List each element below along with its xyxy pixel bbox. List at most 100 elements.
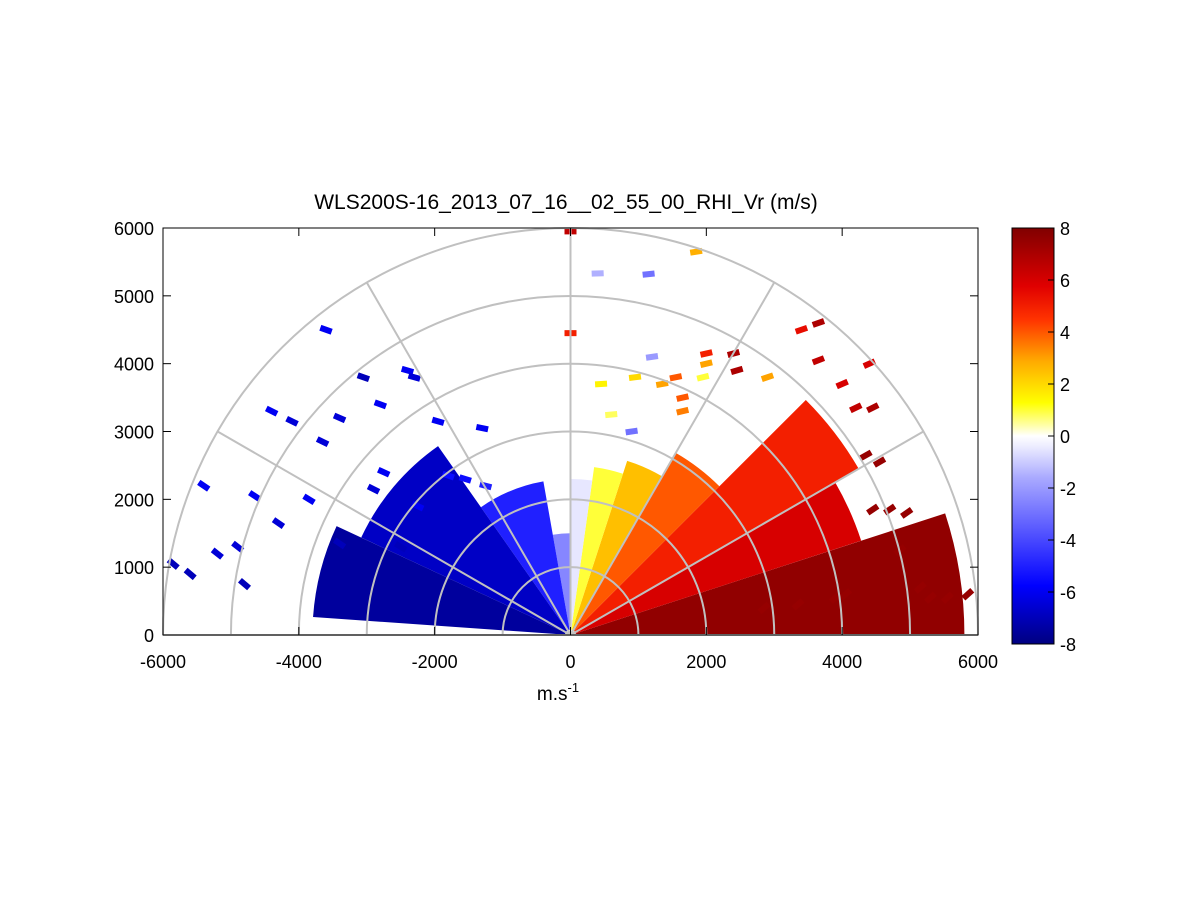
x-tick-label-0: -6000 [140, 652, 186, 672]
colorbar-tick-label-8: 8 [1060, 219, 1070, 239]
echo-point-56 [859, 449, 873, 461]
azimuth-spoke-150 [217, 430, 571, 636]
x-tick-label-4: 2000 [686, 652, 726, 672]
echo-point-32 [642, 270, 655, 278]
echo-point-67 [839, 588, 853, 601]
x-axis-ticks: -6000 -4000 -2000 0 2000 4000 6000 [140, 228, 998, 672]
echo-point-60 [900, 507, 914, 519]
echo-point-63 [923, 591, 937, 604]
echo-point-40 [669, 373, 683, 382]
colorbar-tick-label-3: -2 [1060, 479, 1076, 499]
echo-point-3 [210, 547, 224, 560]
velocity-sector-10 [313, 526, 566, 635]
echo-point-12 [319, 324, 333, 335]
echo-point-1 [183, 567, 197, 581]
echo-point-28 [366, 483, 381, 495]
echo-point-68 [791, 598, 805, 611]
x-tick-label-1: -4000 [276, 652, 322, 672]
colorbar-tick-label-4: 0 [1060, 427, 1070, 447]
echo-point-35 [605, 411, 618, 419]
echo-point-57 [872, 456, 887, 468]
echo-point-45 [699, 349, 713, 358]
echo-point-49 [794, 324, 809, 335]
echo-point-69 [757, 601, 771, 615]
x-tick-label-2: -2000 [412, 652, 458, 672]
x-axis-label: m.s-1 [537, 680, 579, 705]
x-axis-label-text: m.s [537, 684, 568, 705]
echo-point-14 [332, 537, 347, 550]
echo-point-37 [645, 353, 659, 361]
echo-point-43 [696, 372, 710, 382]
y-tick-label-5: 5000 [114, 287, 154, 307]
colorbar-tick-label-6: 4 [1060, 323, 1070, 343]
y-tick-label-1: 1000 [114, 558, 154, 578]
velocity-sector-0 [575, 513, 965, 635]
echo-point-36 [628, 373, 642, 381]
echo-point-47 [730, 365, 744, 375]
velocity-sector-6 [570, 478, 593, 630]
y-tick-label-6: 6000 [114, 219, 154, 239]
echo-point-65 [961, 588, 975, 601]
echo-point-64 [940, 591, 954, 604]
echo-point-41 [676, 393, 690, 402]
velocity-sector-3 [573, 452, 720, 632]
echo-point-13 [332, 412, 347, 424]
echo-point-15 [356, 372, 371, 383]
echo-point-17 [377, 466, 391, 478]
echo-point-53 [849, 402, 863, 414]
polar-grid [162, 227, 979, 636]
azimuth-spoke-30 [570, 430, 924, 636]
echo-point-5 [237, 577, 252, 591]
echo-point-48 [760, 372, 775, 382]
x-tick-label-3: 0 [565, 652, 575, 672]
echo-point-58 [866, 503, 880, 516]
echo-point-62 [913, 581, 927, 594]
echo-point-50 [811, 318, 826, 328]
x-tick-label-5: 4000 [822, 652, 862, 672]
echo-point-11 [315, 436, 330, 448]
velocity-sector-7 [552, 533, 571, 630]
colorbar-tick-label-1: -6 [1060, 583, 1076, 603]
colorbar-tick-label-2: -4 [1060, 531, 1076, 551]
velocity-sector-9 [361, 446, 568, 633]
velocity-sector-4 [572, 460, 663, 631]
echo-point-22 [441, 470, 455, 481]
y-tick-label-3: 3000 [114, 423, 154, 443]
echo-point-44 [699, 359, 713, 368]
velocity-sector-5 [571, 467, 623, 630]
colorbar-tick-label-0: -8 [1060, 635, 1076, 655]
echo-point-34 [594, 380, 608, 388]
echo-point-2 [197, 479, 211, 492]
velocity-sector-1 [575, 482, 862, 634]
echo-point-7 [264, 405, 279, 417]
echo-point-42 [676, 406, 690, 416]
echo-point-6 [248, 490, 262, 502]
y-tick-label-4: 4000 [114, 355, 154, 375]
chart-title: WLS200S-16_2013_07_16__02_55_00_RHI_Vr (… [314, 191, 818, 214]
y-tick-label-2: 2000 [114, 490, 154, 510]
y-tick-label-0: 0 [144, 626, 154, 646]
echo-point-18 [400, 365, 415, 375]
echo-point-9 [271, 517, 286, 529]
echo-point-52 [835, 378, 849, 390]
echo-point-16 [373, 399, 387, 410]
echo-point-23 [458, 474, 472, 484]
colorbar-ticks: -8 -6 -4 -2 0 2 4 6 8 [1048, 219, 1076, 655]
velocity-sector-2 [574, 399, 859, 633]
x-tick-label-6: 6000 [958, 652, 998, 672]
echo-point-10 [302, 493, 316, 506]
echo-point-21 [431, 416, 445, 426]
colorbar-tick-label-7: 6 [1060, 271, 1070, 291]
azimuth-spoke-60 [569, 282, 776, 636]
echo-point-51 [811, 355, 826, 366]
azimuth-spoke-120 [365, 282, 572, 636]
echo-point-31 [591, 270, 604, 277]
y-axis-ticks: 0 1000 2000 3000 4000 5000 6000 [114, 219, 978, 646]
echo-point-26 [394, 541, 408, 553]
echo-point-38 [625, 427, 638, 436]
colorbar [1011, 227, 1055, 645]
echo-point-39 [655, 380, 669, 389]
echo-point-55 [866, 402, 880, 414]
echo-point-8 [285, 415, 299, 427]
